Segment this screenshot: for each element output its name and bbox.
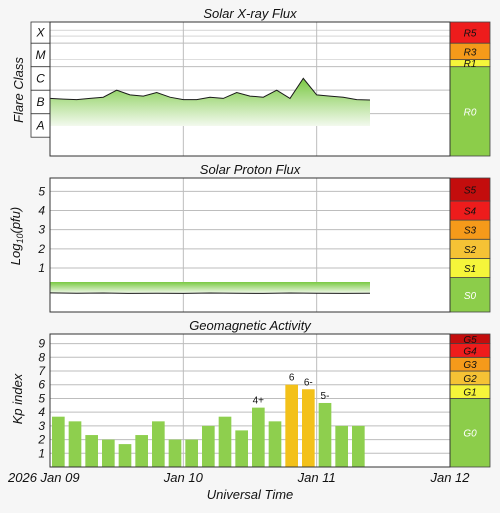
proton-y-axis-label: Log10(pfu) — [8, 207, 25, 265]
kp-tick-label: 2 — [37, 433, 45, 447]
kp-tick-label: 9 — [38, 337, 45, 351]
kp-tick-label: 7 — [38, 364, 46, 378]
proton-tick-label: 5 — [38, 184, 45, 198]
flare-class-label: B — [36, 95, 44, 109]
kp-bar — [202, 425, 215, 467]
geomagnetic-storm-scale-label: G4 — [463, 346, 477, 357]
kp-bar — [218, 416, 232, 467]
radiation-storm-scale-label: S2 — [464, 245, 477, 256]
kp-bar — [268, 421, 282, 467]
kp-bar — [68, 421, 82, 467]
kp-bar — [318, 402, 332, 467]
flare-class-label: C — [36, 71, 45, 85]
radio-blackout-scale-r0 — [449, 66, 491, 157]
kp-bar-label: 4+ — [253, 396, 265, 407]
plot-background — [50, 334, 450, 467]
proton-tick-label: 3 — [38, 223, 45, 237]
kp-y-axis-label: Kp index — [10, 373, 25, 424]
kp-tick-label: 4 — [38, 405, 45, 419]
kp-bar — [185, 439, 198, 467]
xray-panel-title: Solar X-ray Flux — [203, 6, 297, 21]
kp-tick-label: 8 — [38, 350, 45, 364]
kp-bar — [235, 430, 248, 467]
xray-flux-line — [49, 77, 371, 101]
geomagnetic-storm-scale-label: G3 — [463, 360, 477, 371]
proton-flux-line — [49, 292, 371, 294]
x-tick-label: Jan 12 — [429, 470, 470, 485]
kp-bar-label: 6- — [304, 377, 313, 388]
x-axis-title: Universal Time — [207, 487, 294, 502]
radiation-storm-scale-label: S1 — [464, 264, 476, 275]
radiation-storm-scale-s0 — [449, 277, 491, 313]
kp-bar — [118, 444, 132, 467]
plot-background — [50, 22, 450, 156]
flare-class-label: A — [35, 118, 44, 132]
kp-tick-label: 1 — [38, 446, 45, 460]
kp-bar — [285, 384, 298, 467]
radiation-storm-scale-label: S3 — [464, 226, 477, 237]
plot-frame — [49, 333, 451, 468]
x-tick-label: 2026 Jan 09 — [7, 470, 80, 485]
kp-tick-label: 3 — [38, 419, 45, 433]
kp-bar — [252, 407, 265, 467]
proton-tick-label: 2 — [37, 242, 45, 256]
radio-blackout-scale-label: R1 — [464, 59, 477, 70]
flare-class-label: M — [36, 48, 46, 62]
geomagnetic-storm-scale-label: G2 — [463, 374, 477, 385]
plot-frame — [49, 21, 451, 157]
geomagnetic-storm-scale-g0 — [449, 398, 491, 468]
radio-blackout-scale-label: R5 — [464, 29, 477, 40]
xray-y-axis-label: Flare Class — [11, 57, 26, 123]
kp-bar — [85, 435, 98, 467]
x-tick-label: Jan 10 — [163, 470, 204, 485]
geomagnetic-storm-scale-label: G0 — [463, 429, 477, 440]
kp-bar — [302, 389, 315, 467]
proton-tick-label: 4 — [38, 204, 45, 218]
geomagnetic-storm-scale-label: G5 — [463, 335, 477, 346]
kp-tick-label: 6 — [38, 378, 45, 392]
kp-bar — [52, 416, 65, 467]
radio-blackout-scale-label: R3 — [464, 47, 477, 58]
kp-bar — [335, 425, 348, 467]
plot-frame — [49, 177, 451, 313]
radio-blackout-scale-label: R0 — [464, 107, 477, 118]
x-tick-labels: 2026 Jan 09 Jan 10 Jan 11 Jan 12 — [7, 470, 470, 485]
radiation-storm-scale-label: S5 — [464, 185, 477, 196]
xray-flux-area — [50, 78, 370, 126]
kp-bar — [152, 421, 165, 467]
radiation-storm-scale-label: S0 — [464, 291, 477, 302]
kp-bar — [352, 425, 365, 467]
x-tick-label: Jan 11 — [297, 470, 336, 485]
proton-tick-label: 1 — [38, 261, 45, 275]
kp-bar — [135, 435, 148, 467]
proton-flux-panel: 1 2 3 4 5 S0 S1 S2 S3 S4 S5 — [37, 177, 491, 313]
kp-panel-title: Geomagnetic Activity — [189, 318, 312, 333]
flare-class-label: X — [35, 26, 45, 40]
kp-bar — [102, 439, 115, 467]
proton-panel-title: Solar Proton Flux — [200, 162, 301, 177]
kp-bar — [168, 439, 182, 467]
kp-bar-label: 5- — [321, 391, 330, 402]
proton-flux-area — [50, 282, 370, 294]
kp-bar-label: 6 — [289, 373, 295, 384]
radiation-storm-scale-label: S4 — [464, 207, 477, 218]
kp-tick-label: 5 — [38, 391, 45, 405]
geomagnetic-storm-scale-label: G1 — [463, 388, 476, 399]
